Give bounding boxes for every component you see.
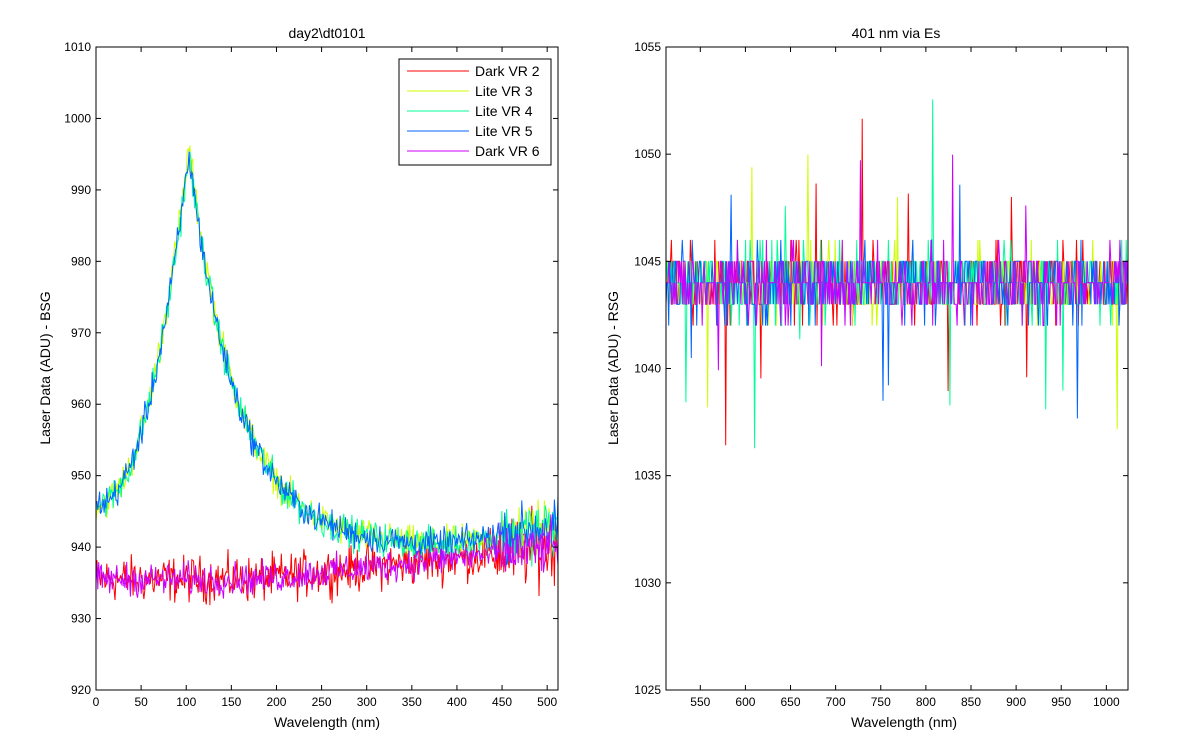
left-chart-xtick-label: 250 [312, 695, 332, 709]
right-chart-ytick-label: 1025 [634, 683, 661, 697]
left-chart-ylabel: Laser Data (ADU) - BSG [37, 291, 53, 444]
left-chart-xtick-label: 0 [93, 695, 100, 709]
right-chart-series-group [665, 99, 1129, 449]
left-chart-ytick-label: 1010 [64, 40, 91, 54]
left-chart-series-line-5 [95, 514, 559, 599]
left-chart-xtick-label: 350 [402, 695, 422, 709]
legend-label-5: Dark VR 6 [475, 143, 540, 159]
left-chart-xtick-label: 200 [266, 695, 286, 709]
left-chart-ytick-label: 950 [71, 469, 91, 483]
legend-label-2: Lite VR 3 [475, 83, 533, 99]
left-chart-axes-box [95, 46, 559, 691]
legend-label-1: Dark VR 2 [475, 63, 540, 79]
left-chart-xtick-label: 450 [492, 695, 512, 709]
left-chart: day2\dt0101 9209309409509609709809901000… [37, 25, 559, 730]
right-chart-xtick-label: 750 [871, 695, 891, 709]
right-chart-xtick-label: 1000 [1093, 695, 1120, 709]
legend-label-4: Lite VR 5 [475, 123, 533, 139]
left-chart-ytick-label: 970 [71, 326, 91, 340]
left-chart-xtick-label: 50 [134, 695, 148, 709]
right-chart-ylabel: Laser Data (ADU) - RSG [605, 291, 621, 445]
right-chart-ytick-label: 1035 [634, 469, 661, 483]
left-chart-ytick-label: 990 [71, 183, 91, 197]
left-chart-ytick-label: 920 [71, 683, 91, 697]
right-chart-xtick-label: 650 [781, 695, 801, 709]
right-chart-xtick-label: 600 [735, 695, 755, 709]
left-chart-xtick-label: 400 [447, 695, 467, 709]
left-chart-series-group [95, 145, 559, 606]
left-chart-ytick-label: 1000 [64, 111, 91, 125]
left-chart-ytick-label: 930 [71, 612, 91, 626]
right-chart-xtick-label: 950 [1051, 695, 1071, 709]
right-chart-xtick-label: 550 [690, 695, 710, 709]
left-chart-series-line-3 [95, 151, 559, 567]
right-chart-xtick-label: 900 [1006, 695, 1026, 709]
right-chart-xtick-label: 700 [826, 695, 846, 709]
left-chart-xtick-label: 100 [176, 695, 196, 709]
right-chart-xtick-label: 800 [916, 695, 936, 709]
left-chart-series-line-4 [95, 151, 559, 566]
right-chart: 401 nm via Es 10251030103510401045105010… [605, 25, 1129, 730]
left-chart-xlabel: Wavelength (nm) [274, 714, 380, 730]
right-chart-series-line-5 [666, 154, 1129, 371]
right-chart-ticks: 1025 1030 1035 1040 1045 1050 1055 550 600 650 700… [634, 40, 1128, 709]
right-chart-ytick-label: 1045 [634, 254, 661, 268]
right-chart-title: 401 nm via Es [852, 25, 941, 41]
left-chart-ytick-label: 980 [71, 254, 91, 268]
left-chart-xtick-label: 500 [537, 695, 557, 709]
left-chart-ticks: 920 930 940 950 960 970 980 990 1000 1010 0 50 100 15… [64, 40, 558, 709]
right-chart-xtick-label: 850 [961, 695, 981, 709]
right-chart-axes-box [665, 46, 1129, 691]
right-chart-ytick-label: 1030 [634, 576, 661, 590]
right-chart-ytick-label: 1050 [634, 147, 661, 161]
legend: Dark VR 2 Lite VR 3 Lite VR 4 Lite VR 5 Dark… [398, 58, 552, 166]
left-chart-ytick-label: 940 [71, 540, 91, 554]
left-chart-xtick-label: 150 [221, 695, 241, 709]
left-chart-xtick-label: 300 [357, 695, 377, 709]
right-chart-ytick-label: 1055 [634, 40, 661, 54]
left-chart-series-line-2 [95, 145, 559, 560]
right-chart-ytick-label: 1040 [634, 362, 661, 376]
legend-label-3: Lite VR 4 [475, 103, 533, 119]
left-chart-title: day2\dt0101 [288, 25, 365, 41]
legend-box [398, 58, 552, 166]
right-chart-xlabel: Wavelength (nm) [851, 714, 957, 730]
left-chart-ytick-label: 960 [71, 397, 91, 411]
